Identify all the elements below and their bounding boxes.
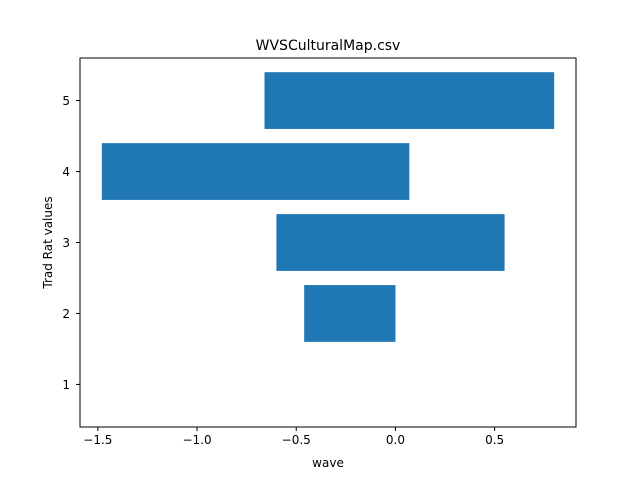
bar-y-2 [304,285,396,342]
x-axis: −1.5 −1.0 −0.5 0.0 0.5 [83,427,504,447]
bar-y-3 [276,214,505,271]
y-tick-label: 2 [62,307,70,321]
x-tick-label: 0.0 [386,433,405,447]
x-tick-label: 0.5 [485,433,504,447]
y-tick-label: 5 [62,94,70,108]
x-tick-label: −1.0 [182,433,211,447]
chart-title: WVSCulturalMap.csv [256,38,401,54]
y-axis: 1 2 3 4 5 [62,94,80,392]
y-tick-label: 1 [62,378,70,392]
bars-group [101,72,555,342]
x-tick-label: −1.5 [83,433,112,447]
x-tick-label: −0.5 [282,433,311,447]
x-axis-label: wave [312,456,344,470]
bar-y-4 [101,143,410,200]
y-axis-label: Trad Rat values [41,196,55,289]
bar-y-5 [264,72,555,129]
y-tick-label: 4 [62,165,70,179]
y-tick-label: 3 [62,236,70,250]
